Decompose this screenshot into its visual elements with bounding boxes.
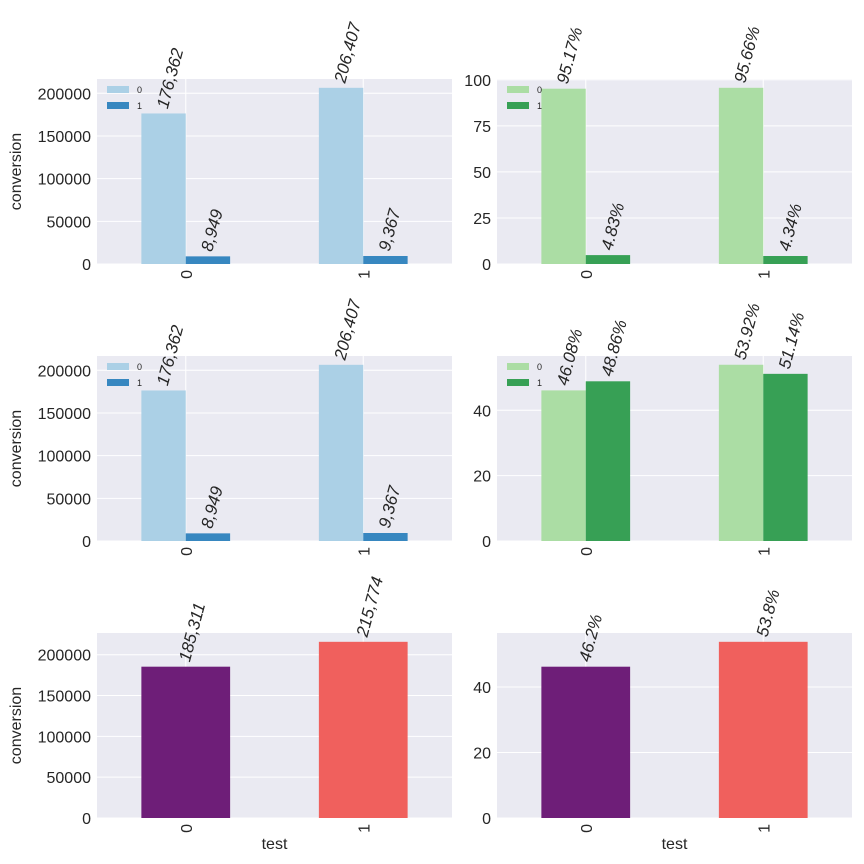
bar xyxy=(763,256,808,264)
y-axis-label: conversion xyxy=(8,410,25,487)
bar xyxy=(718,87,764,264)
y-tick-label: 40 xyxy=(473,680,491,697)
legend-label: 1 xyxy=(137,378,142,388)
y-axis-label: conversion xyxy=(8,133,25,210)
legend-swatch xyxy=(107,379,129,386)
bar xyxy=(585,381,631,541)
y-tick-label: 200000 xyxy=(38,86,91,103)
x-tick-label: 0 xyxy=(179,547,196,556)
bar xyxy=(363,256,408,264)
y-tick-label: 25 xyxy=(473,211,491,228)
y-tick-label: 40 xyxy=(473,403,491,420)
bar xyxy=(541,390,586,541)
y-tick-label: 150000 xyxy=(38,689,91,706)
legend-swatch xyxy=(507,102,529,109)
x-tick-label: 0 xyxy=(179,270,196,279)
x-tick-label: 0 xyxy=(579,547,596,556)
x-tick-label: 0 xyxy=(179,824,196,833)
bar xyxy=(763,373,808,541)
legend-swatch xyxy=(507,379,529,386)
legend-swatch xyxy=(507,86,529,93)
y-tick-label: 0 xyxy=(82,534,91,551)
value-label: 206,407 xyxy=(330,20,365,86)
y-tick-label: 150000 xyxy=(38,406,91,423)
value-label: 206,407 xyxy=(330,297,365,363)
y-tick-label: 50000 xyxy=(47,770,92,787)
bar xyxy=(318,87,364,265)
bar xyxy=(141,390,186,541)
y-tick-label: 50000 xyxy=(47,491,92,508)
x-tick-label: 1 xyxy=(356,270,373,279)
y-tick-label: 100000 xyxy=(38,449,91,466)
y-axis-label: conversion xyxy=(8,687,25,764)
legend-swatch xyxy=(107,86,129,93)
legend-label: 0 xyxy=(537,362,542,372)
y-tick-label: 200000 xyxy=(38,648,91,665)
x-tick-label: 0 xyxy=(579,270,596,279)
legend-label: 0 xyxy=(137,85,142,95)
x-axis-label: test xyxy=(262,836,288,853)
legend-label: 0 xyxy=(537,85,542,95)
y-tick-label: 100 xyxy=(464,73,491,90)
legend-label: 0 xyxy=(137,362,142,372)
legend-label: 1 xyxy=(137,101,142,111)
legend-swatch xyxy=(507,363,529,370)
y-tick-label: 75 xyxy=(473,119,491,136)
bar xyxy=(363,533,408,541)
x-tick-label: 1 xyxy=(756,547,773,556)
y-tick-label: 0 xyxy=(82,811,91,828)
bar xyxy=(718,641,808,818)
y-tick-label: 0 xyxy=(82,257,91,274)
bar xyxy=(541,666,631,818)
x-tick-label: 1 xyxy=(356,824,373,833)
y-tick-label: 0 xyxy=(482,257,491,274)
bar xyxy=(141,113,186,264)
y-tick-label: 20 xyxy=(473,469,491,486)
y-tick-label: 20 xyxy=(473,746,491,763)
x-tick-label: 1 xyxy=(756,270,773,279)
legend-swatch xyxy=(107,363,129,370)
y-tick-label: 50 xyxy=(473,165,491,182)
value-label: 53.8% xyxy=(753,587,784,638)
x-tick-label: 1 xyxy=(356,547,373,556)
y-tick-label: 150000 xyxy=(38,129,91,146)
bar xyxy=(318,364,364,541)
y-tick-label: 0 xyxy=(482,811,491,828)
value-label: 53.92% xyxy=(731,301,764,362)
y-tick-label: 0 xyxy=(482,534,491,551)
bar xyxy=(541,88,586,264)
bar xyxy=(318,641,408,818)
bar xyxy=(185,256,231,264)
x-tick-label: 0 xyxy=(579,824,596,833)
value-label: 95.17% xyxy=(553,25,586,86)
value-label: 215,774 xyxy=(353,575,388,640)
value-label: 95.66% xyxy=(731,24,764,85)
y-tick-label: 50000 xyxy=(47,214,92,231)
legend-label: 1 xyxy=(537,378,542,388)
legend-label: 1 xyxy=(537,101,542,111)
legend-swatch xyxy=(107,102,129,109)
bar xyxy=(141,666,231,818)
bar xyxy=(185,533,231,541)
y-tick-label: 200000 xyxy=(38,363,91,380)
y-tick-label: 100000 xyxy=(38,729,91,746)
x-axis-label: test xyxy=(662,836,688,853)
x-tick-label: 1 xyxy=(756,824,773,833)
bar xyxy=(585,255,631,264)
y-tick-label: 100000 xyxy=(38,172,91,189)
bar xyxy=(718,364,764,541)
